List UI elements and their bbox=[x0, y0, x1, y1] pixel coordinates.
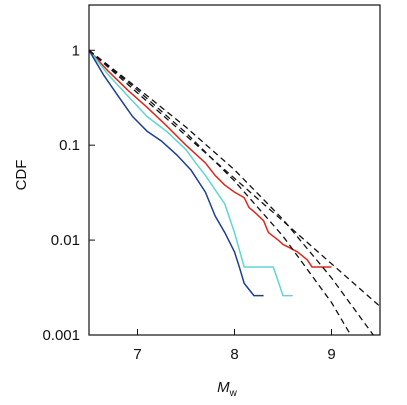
x-axis-label-subscript: w bbox=[229, 388, 238, 399]
ticks-layer: 7 8 9 1 0.1 0.01 0.001 bbox=[42, 42, 335, 363]
data-series-line-1 bbox=[89, 49, 293, 297]
dashed-reference-line-5 bbox=[89, 49, 352, 335]
x-tick-label: 8 bbox=[230, 346, 238, 363]
x-tick-label: 7 bbox=[133, 346, 141, 363]
data-series-line-2 bbox=[89, 49, 264, 297]
y-axis-label: CDF bbox=[13, 160, 30, 191]
x-tick-label: 9 bbox=[327, 346, 335, 363]
x-axis-label-main: M bbox=[217, 379, 230, 396]
y-tick-label: 0.1 bbox=[59, 137, 80, 154]
x-axis-label: Mw bbox=[217, 379, 238, 399]
y-tick-label: 0.001 bbox=[42, 327, 80, 344]
y-tick-label: 1 bbox=[72, 42, 80, 59]
data-series-line-0 bbox=[89, 49, 332, 268]
y-tick-label: 0.01 bbox=[51, 232, 80, 249]
series-layer bbox=[89, 49, 380, 335]
dashed-reference-line-4 bbox=[89, 49, 375, 335]
dashed-reference-line-3 bbox=[89, 49, 380, 307]
